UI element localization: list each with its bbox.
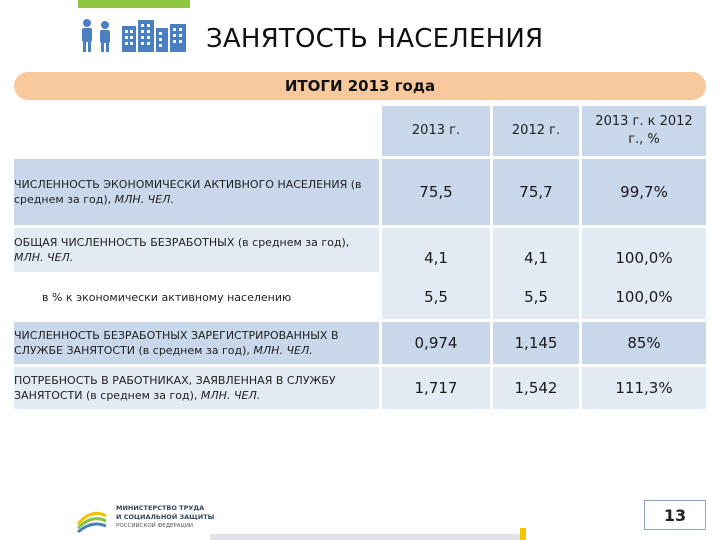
page-title: ЗАНЯТОСТЬ НАСЕЛЕНИЯ <box>206 24 544 54</box>
table-cell: 100,0% <box>582 275 706 319</box>
table-cell: 0,974 <box>382 322 490 364</box>
table-cell: 1,542 <box>493 367 579 409</box>
table-cell: 99,7% <box>582 159 706 225</box>
column-header-2013: 2013 г. <box>382 106 490 156</box>
footer-strip <box>210 534 520 540</box>
column-header-ratio: 2013 г. к 2012 г., % <box>582 106 706 156</box>
row-label-labour-demand: ПОТРЕБНОСТЬ В РАБОТНИКАХ, ЗАЯВЛЕННАЯ В С… <box>14 367 379 409</box>
top-accent-bar <box>78 0 190 8</box>
table-cell: 5,5 <box>493 275 579 319</box>
page-number: 13 <box>644 500 706 530</box>
ministry-name: МИНИСТЕРСТВО ТРУДА И СОЦИАЛЬНОЙ ЗАЩИТЫ Р… <box>116 504 215 529</box>
table-cell: 1,717 <box>382 367 490 409</box>
ministry-logo-icon <box>76 511 107 534</box>
people-buildings-icon <box>82 19 186 52</box>
table-cell: 75,7 <box>493 159 579 225</box>
column-header-2012: 2012 г. <box>493 106 579 156</box>
footer-accent <box>520 528 526 540</box>
table-cell: 111,3% <box>582 367 706 409</box>
row-label-total-unemployed: ОБЩАЯ ЧИСЛЕННОСТЬ БЕЗРАБОТНЫХ (в среднем… <box>14 228 379 272</box>
table-cell: 85% <box>582 322 706 364</box>
table-cell: 75,5 <box>382 159 490 225</box>
table-cell: 1,145 <box>493 322 579 364</box>
subtitle-banner: ИТОГИ 2013 года <box>14 72 706 100</box>
row-label-registered-unemployed: ЧИСЛЕННОСТЬ БЕЗРАБОТНЫХ ЗАРЕГИСТРИРОВАНН… <box>14 322 379 364</box>
row-label-economically-active: ЧИСЛЕННОСТЬ ЭКОНОМИЧЕСКИ АКТИВНОГО НАСЕЛ… <box>14 159 379 225</box>
table-cell: 5,5 <box>382 275 490 319</box>
row-label-unemployment-rate: в % к экономически активному населению <box>14 275 379 319</box>
